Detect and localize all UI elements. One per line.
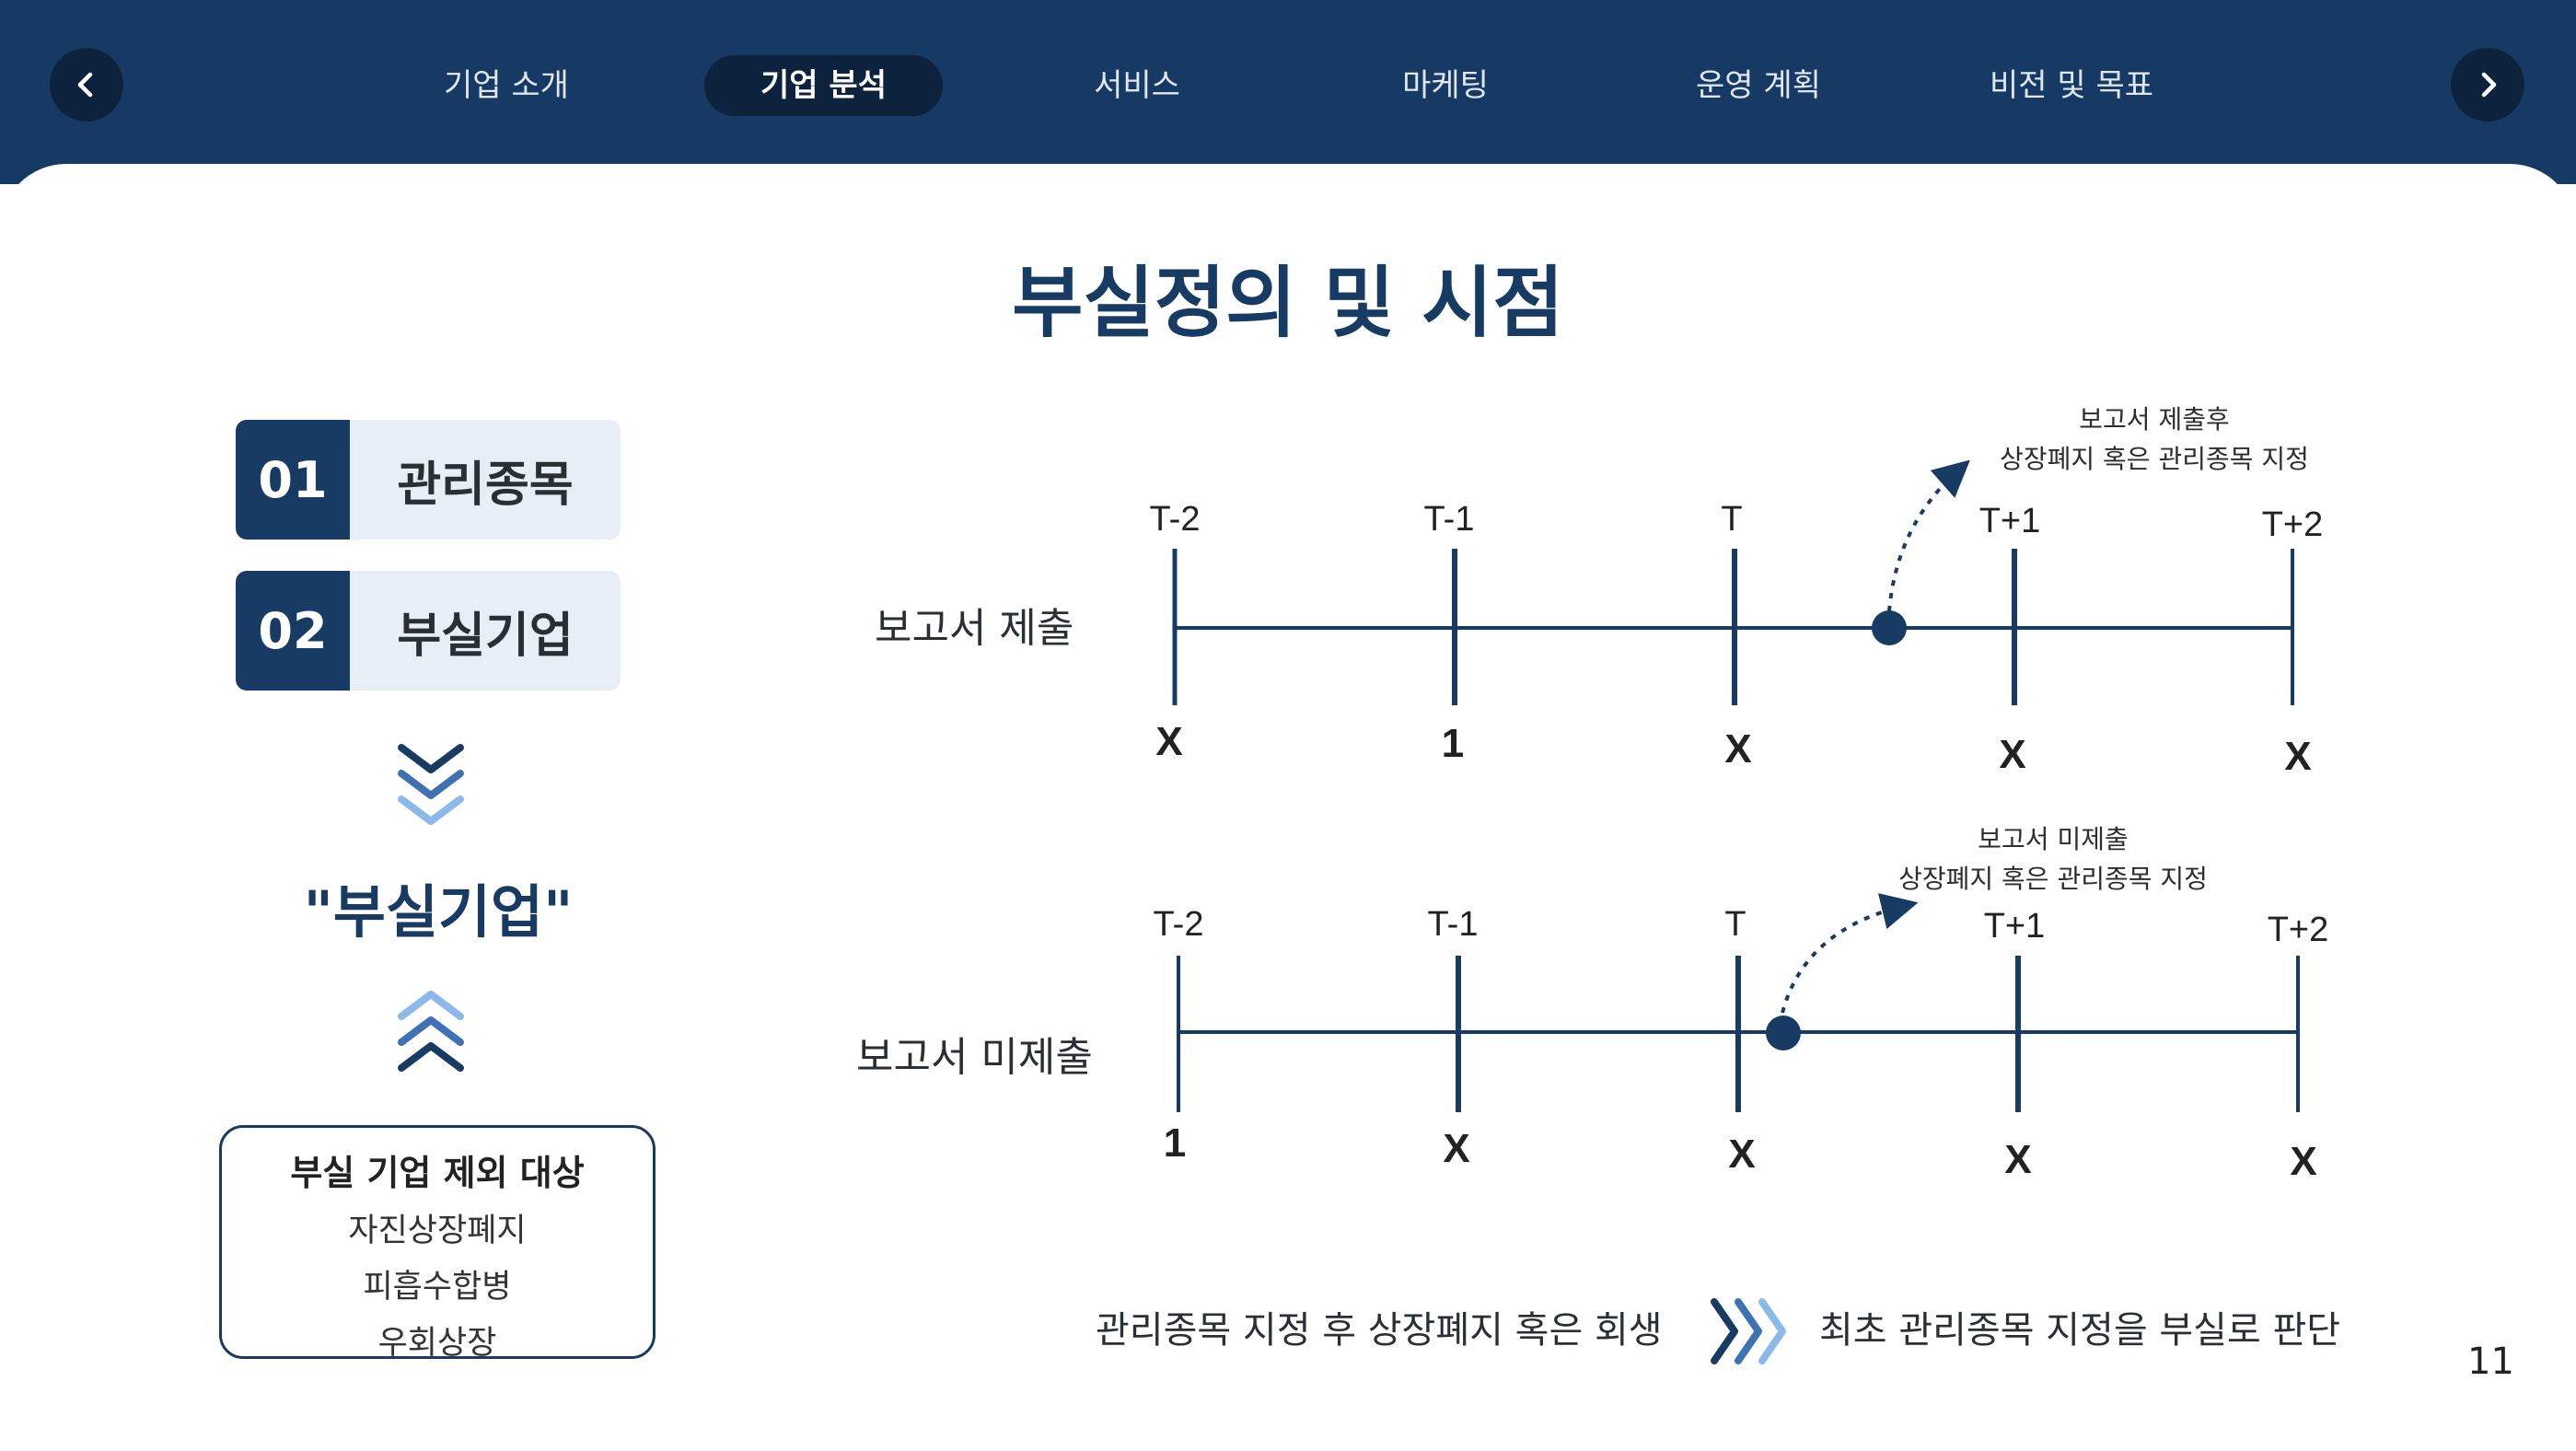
tick-mark: X <box>1999 732 2025 777</box>
timeline-note-submitted: 보고서 제출후 상장폐지 혹은 관리종목 지정 <box>1970 400 2338 479</box>
tick-mark: X <box>1155 719 1182 764</box>
chevron-left-icon <box>77 72 93 98</box>
timeline-submitted: T-2 X T-1 1 T X T+1 X T+2 X <box>1150 460 2324 779</box>
tick-label: T <box>1721 500 1742 539</box>
tick-mark: X <box>1728 1132 1755 1177</box>
insolvent-quote: "부실기업" <box>303 878 574 946</box>
tick-label: T+2 <box>2262 505 2324 544</box>
tick-mark: X <box>1724 726 1751 772</box>
tick-label: T-1 <box>1424 500 1475 539</box>
tick-label: T-1 <box>1428 905 1479 944</box>
timeline-not-submitted: T-2 1 T-1 X T X T+1 X T+2 X <box>1154 893 2329 1184</box>
top-navigation-bar <box>0 0 2576 184</box>
tick-4: T+1 X <box>1979 502 2041 777</box>
conclusion-right: 최초 관리종목 지정을 부실로 판단 <box>1819 1309 2341 1352</box>
badge-insolvent-company: 02 부실기업 <box>236 571 621 691</box>
tick-label: T <box>1724 905 1746 944</box>
prev-slide-button[interactable] <box>50 48 123 122</box>
exclusion-item: 자진상장폐지 <box>348 1213 527 1249</box>
exclusion-item: 피흡수합병 <box>363 1269 512 1306</box>
tick-5: T+2 X <box>2268 911 2329 1184</box>
badge-number: 01 <box>236 420 350 540</box>
tick-1: T-2 X <box>1150 500 1201 764</box>
tab-company-analysis[interactable]: 기업 분석 <box>704 55 943 116</box>
badge-number: 02 <box>236 571 350 691</box>
timeline-label-submitted: 보고서 제출 <box>875 605 1074 652</box>
tab-marketing[interactable]: 마케팅 <box>1402 67 1489 104</box>
tick-label: T+1 <box>1984 907 2046 946</box>
badge-label: 관리종목 <box>350 420 621 540</box>
tick-2: T-1 1 <box>1424 500 1475 766</box>
tab-operation-plan[interactable]: 운영 계획 <box>1696 67 1821 104</box>
tick-mark: X <box>2290 1139 2316 1184</box>
badge-label: 부실기업 <box>350 571 621 691</box>
tick-mark: X <box>2004 1137 2031 1182</box>
event-point <box>1766 1016 1801 1051</box>
exclusion-heading: 부실 기업 제외 대상 <box>290 1153 585 1193</box>
tick-5: T+2 X <box>2262 505 2324 779</box>
conclusion-left: 관리종목 지정 후 상장폐지 혹은 회생 <box>1096 1309 1663 1352</box>
tick-mark: X <box>2284 734 2311 779</box>
note-line: 보고서 미제출 <box>1978 824 2129 854</box>
double-chevron-down-icon <box>398 744 464 825</box>
page-number: 11 <box>2467 1341 2514 1383</box>
double-chevron-up-icon <box>398 991 464 1072</box>
note-line: 보고서 제출후 <box>2079 404 2230 435</box>
event-point <box>1872 610 1907 645</box>
tab-company-intro[interactable]: 기업 소개 <box>444 67 569 104</box>
tick-label: T-2 <box>1150 500 1201 539</box>
page-title: 부실정의 및 시점 <box>1012 258 1564 348</box>
timeline-label-not-submitted: 보고서 미제출 <box>856 1034 1093 1081</box>
chevron-right-icon <box>2481 72 2497 98</box>
tick-label: T+1 <box>1979 502 2041 540</box>
note-line: 상장폐지 혹은 관리종목 지정 <box>1898 864 2208 894</box>
tick-mark: 1 <box>1164 1120 1186 1166</box>
tick-3: T X <box>1724 905 1755 1177</box>
slide-sheet <box>0 164 2576 1451</box>
tick-2: T-1 X <box>1428 905 1479 1171</box>
triple-chevron-right-icon <box>1711 1298 1786 1364</box>
next-slide-button[interactable] <box>2451 48 2524 122</box>
event-arrow <box>1887 460 1970 612</box>
tab-vision-goals[interactable]: 비전 및 목표 <box>1989 67 2153 104</box>
note-line: 상장폐지 혹은 관리종목 지정 <box>2000 444 2309 474</box>
event-arrow <box>1781 893 1919 1014</box>
tick-3: T X <box>1721 500 1751 772</box>
timeline-note-not-submitted: 보고서 미제출 상장폐지 혹은 관리종목 지정 <box>1869 819 2237 899</box>
badge-managed-stock: 01 관리종목 <box>236 420 621 540</box>
tick-label: T+2 <box>2268 911 2329 949</box>
tick-label: T-2 <box>1154 905 1204 944</box>
exclusion-item: 우회상장 <box>377 1325 497 1362</box>
exclusion-box: 부실 기업 제외 대상 자진상장폐지 피흡수합병 우회상장 <box>219 1125 656 1362</box>
nav-tabs: 기업 소개 기업 분석 서비스 마케팅 운영 계획 비전 및 목표 <box>0 55 2576 120</box>
tick-mark: 1 <box>1442 721 1464 766</box>
tick-mark: X <box>1443 1126 1469 1171</box>
tick-1: T-2 1 <box>1154 905 1204 1166</box>
tab-service[interactable]: 서비스 <box>1094 67 1180 104</box>
tick-4: T+1 X <box>1984 907 2046 1182</box>
